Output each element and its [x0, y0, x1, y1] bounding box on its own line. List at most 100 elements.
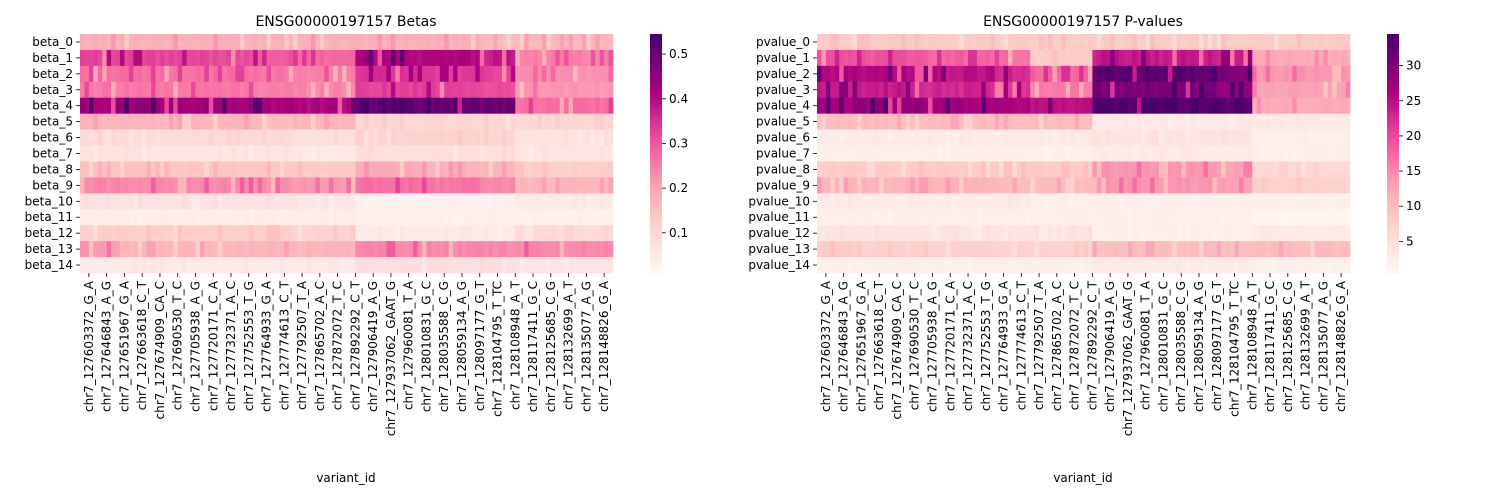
pvalues-cell [1194, 257, 1200, 274]
pvalues-cell [1007, 49, 1013, 67]
pvalues-cell [1119, 97, 1124, 115]
betas-cell [488, 34, 494, 51]
betas-cell [137, 81, 143, 99]
betas-cell [284, 161, 290, 178]
pvalues-cell [1274, 34, 1280, 51]
betas-cell [479, 81, 485, 99]
betas-cell [510, 65, 516, 83]
pvalues-cell [901, 161, 907, 178]
betas-cell [231, 241, 236, 258]
betas-cell [337, 177, 343, 194]
pvalues-colorbar-tick-label: 5 [1406, 234, 1414, 248]
betas-cell [279, 209, 285, 226]
pvalues-cell [945, 49, 951, 67]
betas-cell [173, 193, 179, 210]
betas-cell [430, 129, 436, 146]
pvalues-cell [1070, 145, 1075, 162]
betas-cell [208, 65, 214, 83]
pvalues-cell [839, 225, 844, 242]
betas-cell [501, 241, 507, 258]
betas-cell [288, 257, 294, 274]
pvalues-colorbar-segment [1387, 185, 1399, 188]
pvalues-cell [1034, 241, 1040, 258]
betas-cell [102, 145, 107, 162]
betas-cell [550, 49, 556, 67]
betas-cell [555, 257, 561, 274]
betas-cell [479, 113, 485, 130]
pvalues-cell [1238, 209, 1244, 226]
betas-cell [310, 209, 316, 226]
pvalues-cell [1265, 97, 1271, 115]
pvalues-cell [1314, 161, 1320, 178]
betas-cell [115, 193, 121, 210]
pvalues-cell [1287, 49, 1293, 67]
pvalues-cell [1230, 113, 1235, 130]
betas-y-tick-label: beta_2 [32, 67, 73, 81]
betas-cell [497, 209, 503, 226]
betas-cell [275, 177, 281, 194]
pvalues-cell [1043, 81, 1049, 99]
pvalues-cell [1256, 145, 1262, 162]
betas-cell [404, 129, 410, 146]
pvalues-cell [1167, 97, 1173, 115]
pvalues-x-tick-label: chr7_127892292_C_T [1085, 280, 1099, 410]
betas-cell [337, 145, 343, 162]
pvalues-cell [1283, 241, 1289, 258]
pvalues-cell [1159, 34, 1164, 51]
betas-cell [555, 209, 561, 226]
pvalues-cell [923, 177, 929, 194]
betas-cell [293, 129, 298, 146]
pvalues-cell [1216, 129, 1222, 146]
pvalues-cell [1221, 81, 1226, 99]
pvalues-cell [914, 34, 920, 51]
betas-cell [226, 145, 232, 162]
betas-cell [266, 257, 272, 274]
betas-cell [199, 177, 205, 194]
pvalues-cell [865, 177, 871, 194]
pvalues-cell [1336, 49, 1342, 67]
betas-cell [297, 257, 303, 274]
pvalues-cell [1172, 81, 1178, 99]
betas-cell [137, 209, 143, 226]
pvalues-cell [1136, 241, 1142, 258]
betas-cell [546, 193, 552, 210]
betas-cell [533, 209, 538, 226]
betas-cell [586, 257, 592, 274]
betas-cell [315, 145, 321, 162]
pvalues-cell [888, 241, 893, 258]
pvalues-colorbar-segment [1387, 171, 1399, 174]
pvalues-cell [1238, 81, 1244, 99]
betas-cell [439, 161, 445, 178]
pvalues-colorbar-segment [1387, 101, 1399, 105]
pvalues-cell [1207, 209, 1213, 226]
pvalues-cell [923, 145, 929, 162]
betas-cell [191, 257, 196, 274]
betas-cell [195, 257, 201, 274]
betas-cell [208, 129, 214, 146]
betas-colorbar-segment [650, 45, 662, 49]
pvalues-cell [830, 81, 836, 99]
betas-cell [448, 65, 454, 83]
pvalues-cell [1176, 129, 1182, 146]
pvalues-cell [874, 65, 880, 83]
pvalues-cell [1203, 161, 1209, 178]
betas-cell [533, 193, 538, 210]
betas-cell [97, 145, 103, 162]
betas-cell [186, 97, 192, 115]
pvalues-cell [999, 49, 1004, 67]
pvalues-cell [1087, 81, 1093, 99]
betas-cell [519, 193, 525, 210]
pvalues-cell [963, 65, 969, 83]
pvalues-cell [1003, 193, 1009, 210]
pvalues-cell [999, 209, 1004, 226]
pvalues-cell [1216, 257, 1222, 274]
betas-cell [426, 34, 432, 51]
pvalues-cell [1083, 129, 1089, 146]
pvalues-cell [1007, 209, 1013, 226]
pvalues-cell [1274, 257, 1280, 274]
pvalues-cell [976, 65, 982, 83]
pvalues-cell [1030, 161, 1035, 178]
betas-cell [546, 34, 552, 51]
betas-cell [93, 113, 99, 130]
